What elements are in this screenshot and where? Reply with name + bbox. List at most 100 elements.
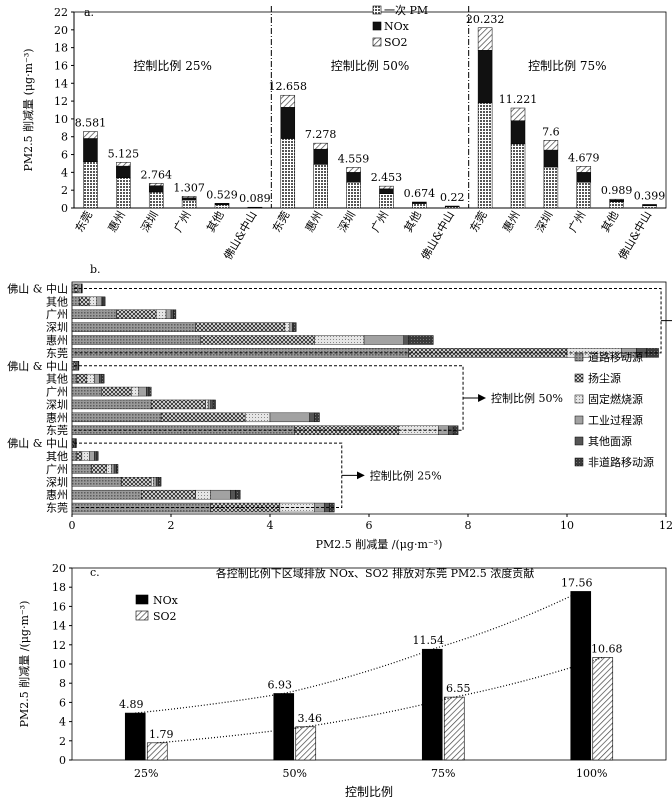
a-y-tick-label: 2 — [61, 184, 68, 197]
b-bar-segment — [71, 489, 142, 500]
c-y-tick-label: 18 — [52, 581, 66, 594]
b-bar-segment — [403, 335, 409, 345]
panel-b-callouts: 控制比例 75%控制比例 50%控制比例 25% — [74, 287, 672, 509]
b-y-tick-label: 其他 — [46, 295, 68, 308]
legend-label-so2: SO2 — [384, 36, 408, 49]
panel-c-bars: 4.89 1.79 6.93 3.46 11.54 6.55 17.56 10.68 — [119, 576, 623, 761]
a-bar-total-label: 7.6 — [542, 125, 560, 138]
panel-a-bars: 8.581 东莞 5.125 惠州 2.764 深圳 1.307 广州 0.529 其他 0.089… — [73, 13, 666, 262]
b-bar-segment — [106, 464, 112, 474]
b-bar-segment — [200, 335, 315, 345]
a-bar-total-label: 2.764 — [140, 168, 172, 181]
a-bar-segment — [642, 205, 657, 209]
b-bar-segment — [131, 386, 140, 397]
b-x-tick-label: 12 — [659, 519, 672, 532]
b-bar-segment — [309, 412, 315, 423]
c-bar-value-label: 4.89 — [119, 698, 144, 711]
b-bar-segment — [89, 296, 97, 307]
c-y-tick-label: 10 — [52, 658, 66, 671]
a-y-tick-label: 8 — [61, 131, 68, 144]
a-bar-segment — [543, 140, 559, 151]
a-bar-segment — [214, 204, 230, 209]
b-x-tick-label: 6 — [366, 519, 373, 532]
a-bar-segment — [116, 177, 131, 209]
a-bar-segment — [116, 165, 131, 178]
a-bar-segment — [379, 193, 394, 209]
b-legend-swatch — [574, 457, 584, 467]
b-legend-swatch — [574, 373, 584, 383]
a-bar-segment — [148, 183, 164, 186]
b-bar-segment — [116, 464, 119, 474]
a-x-tick-label: 惠州 — [105, 209, 128, 235]
b-bar-segment — [101, 386, 132, 397]
a-bar-total-label: 0.22 — [440, 191, 465, 204]
b-callout-bracket — [74, 287, 662, 354]
b-bar-segment — [96, 451, 99, 461]
c-y-tick-label: 14 — [52, 620, 66, 633]
legend-swatch-primary-pm — [372, 5, 382, 15]
b-bar-segment — [71, 361, 75, 371]
a-bar-segment — [576, 166, 592, 173]
c-x-tick-label: 25% — [134, 767, 158, 780]
a-y-tick-label: 20 — [54, 24, 68, 37]
a-bar-segment — [313, 148, 328, 165]
b-bar-segment — [121, 477, 152, 487]
a-bar-segment — [609, 198, 624, 201]
b-bar-segment — [235, 489, 241, 500]
c-trendline — [135, 590, 582, 714]
c-y-tick-label: 2 — [59, 735, 66, 748]
b-y-tick-label: 惠州 — [46, 333, 68, 347]
b-bar-segment — [148, 386, 152, 397]
b-legend-swatch — [574, 352, 584, 362]
a-x-tick-label: 深圳 — [336, 209, 358, 235]
b-bar-segment — [113, 464, 117, 474]
a-x-tick-label: 佛山&中山 — [221, 209, 259, 262]
panel-b-bars — [71, 283, 659, 513]
a-bar-segment — [576, 172, 592, 183]
b-bar-segment — [138, 386, 147, 397]
b-bar-segment — [150, 399, 206, 410]
a-bar-total-label: 12.658 — [269, 80, 308, 93]
a-y-tick-label: 4 — [61, 166, 68, 179]
a-bar-segment — [412, 203, 427, 209]
b-bar-segment — [210, 399, 214, 410]
a-bar-total-label: 5.125 — [108, 147, 140, 160]
c-bar-value-label: 3.46 — [298, 712, 323, 725]
a-x-tick-label: 东莞 — [270, 209, 292, 235]
a-bar-segment — [642, 204, 657, 206]
a-bar-segment — [346, 181, 361, 209]
a-bar-segment — [576, 181, 592, 209]
a-bar-total-label: 7.278 — [305, 128, 337, 141]
panel-c-bars: c. 各控制比例下区域排放 NOx、SO2 排放对东莞 PM2.5 浓度贡献 0… — [17, 562, 667, 799]
c-y-tick-label: 4 — [59, 716, 66, 729]
a-bar-segment — [83, 161, 98, 209]
b-bar-segment — [111, 464, 115, 474]
a-bar-segment — [477, 102, 493, 209]
b-bar-segment — [76, 451, 83, 461]
a-bar-segment — [543, 166, 559, 209]
c-bar-value-label: 11.54 — [413, 634, 445, 647]
b-bar-segment — [77, 283, 80, 294]
b-y-tick-label: 佛山 & 中山 — [7, 437, 68, 450]
a-bar-segment — [214, 203, 230, 205]
b-bar-segment — [212, 399, 216, 410]
a-x-tick-label: 广州 — [369, 209, 391, 235]
panel-c-title: 各控制比例下区域排放 NOx、SO2 排放对东莞 PM2.5 浓度贡献 — [216, 566, 535, 580]
b-legend-swatch — [574, 415, 584, 425]
b-bar-segment — [205, 399, 209, 410]
b-bar-segment — [210, 489, 231, 500]
c-x-axis-label: 控制比例 — [345, 785, 393, 799]
b-y-tick-label: 惠州 — [46, 410, 68, 424]
c-bar-value-label: 6.55 — [446, 682, 471, 695]
panel-a-label: a. — [84, 6, 94, 19]
a-bar-segment — [280, 107, 296, 139]
a-x-tick-label: 其他 — [402, 209, 424, 235]
a-bar-total-label: 20.232 — [466, 13, 505, 26]
b-y-tick-label: 佛山 & 中山 — [7, 360, 68, 373]
b-legend-label: 扬尘源 — [588, 371, 621, 385]
b-y-tick-label: 其他 — [46, 450, 68, 463]
panel-a-stacked-bars: a. 0 2 4 6 8 10 12 14 16 18 20 22 PM2.5 削减量 (μg·m⁻³)… — [21, 3, 667, 262]
